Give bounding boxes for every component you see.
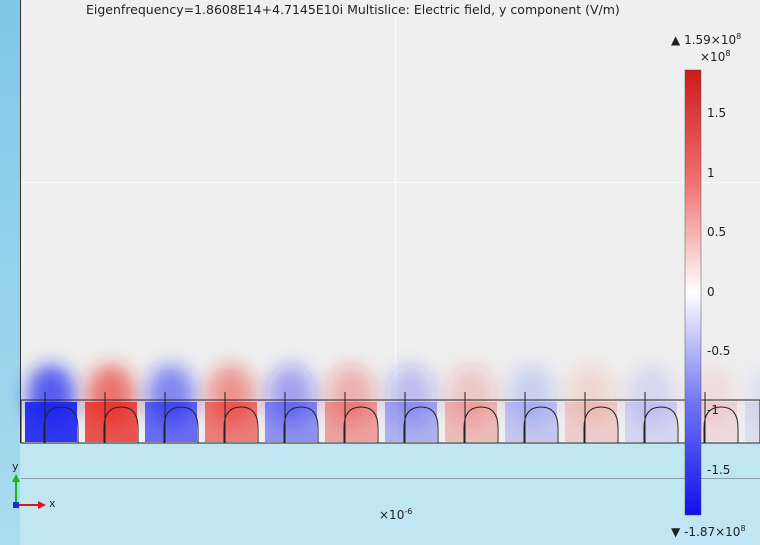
x-axis-scale: ×10-6	[379, 507, 413, 522]
plot-area[interactable]	[20, 0, 760, 443]
arch-outline	[703, 406, 739, 443]
arch-outline	[163, 406, 199, 443]
viewport-left-edge	[0, 0, 20, 545]
field-glow-blob	[387, 365, 435, 425]
field-cell	[385, 402, 437, 442]
arch-outline	[223, 406, 259, 443]
colorbar-tick-label: 1	[707, 165, 715, 180]
arch-outline	[643, 406, 679, 443]
field-cells-layer	[25, 402, 760, 442]
colorbar-tick-label: -1	[707, 403, 719, 418]
field-glow-blob	[447, 365, 495, 425]
field-glow-blob	[327, 365, 375, 425]
arch-outline	[523, 406, 559, 443]
arch-outline	[103, 406, 139, 443]
field-cell	[745, 402, 760, 442]
field-cell	[325, 402, 377, 442]
grid-line-vertical	[395, 0, 396, 443]
field-cell	[25, 402, 77, 442]
colorbar-tick-label: 0.5	[707, 225, 727, 239]
arch-outline	[463, 406, 499, 443]
field-glow-blob	[507, 365, 555, 425]
colorbar-tick-label: -1.5	[707, 462, 731, 477]
field-glow-blob	[267, 365, 315, 425]
colorbar	[684, 69, 702, 516]
field-cell	[505, 402, 557, 442]
field-cell	[265, 402, 317, 442]
field-cell	[625, 402, 677, 442]
field-cell	[145, 402, 197, 442]
field-cell	[565, 402, 617, 442]
arch-outline	[343, 406, 379, 443]
y-axis-label: y	[12, 460, 19, 473]
arch-outline	[43, 406, 79, 443]
colorbar-tick-label: -0.5	[707, 343, 731, 358]
colorbar-max-label: ▲ 1.59×108	[671, 32, 742, 47]
field-glow-blob	[567, 365, 615, 425]
arch-structures	[43, 392, 739, 443]
colorbar-scale: ×108	[700, 49, 731, 64]
arch-outline	[583, 406, 619, 443]
plot-title: Eigenfrequency=1.8608E14+4.7145E10i Mult…	[86, 2, 620, 17]
colorbar-tick-label: 1.5	[707, 106, 727, 121]
arch-outline	[283, 406, 319, 443]
x-axis-label: x	[49, 497, 56, 510]
colorbar-tick-label: 0	[707, 284, 715, 299]
field-glow-blob	[627, 365, 675, 425]
field-cell	[205, 402, 257, 442]
min-marker-icon: ▼	[671, 525, 681, 539]
field-cell	[445, 402, 497, 442]
ground-line	[21, 478, 760, 479]
colorbar-min-label: ▼ -1.87×108	[671, 524, 746, 539]
arch-outline	[403, 406, 439, 443]
grid-line-horizontal	[21, 182, 760, 183]
field-cell	[85, 402, 137, 442]
max-marker-icon: ▲	[671, 33, 681, 47]
field-glow-blob	[747, 368, 760, 422]
